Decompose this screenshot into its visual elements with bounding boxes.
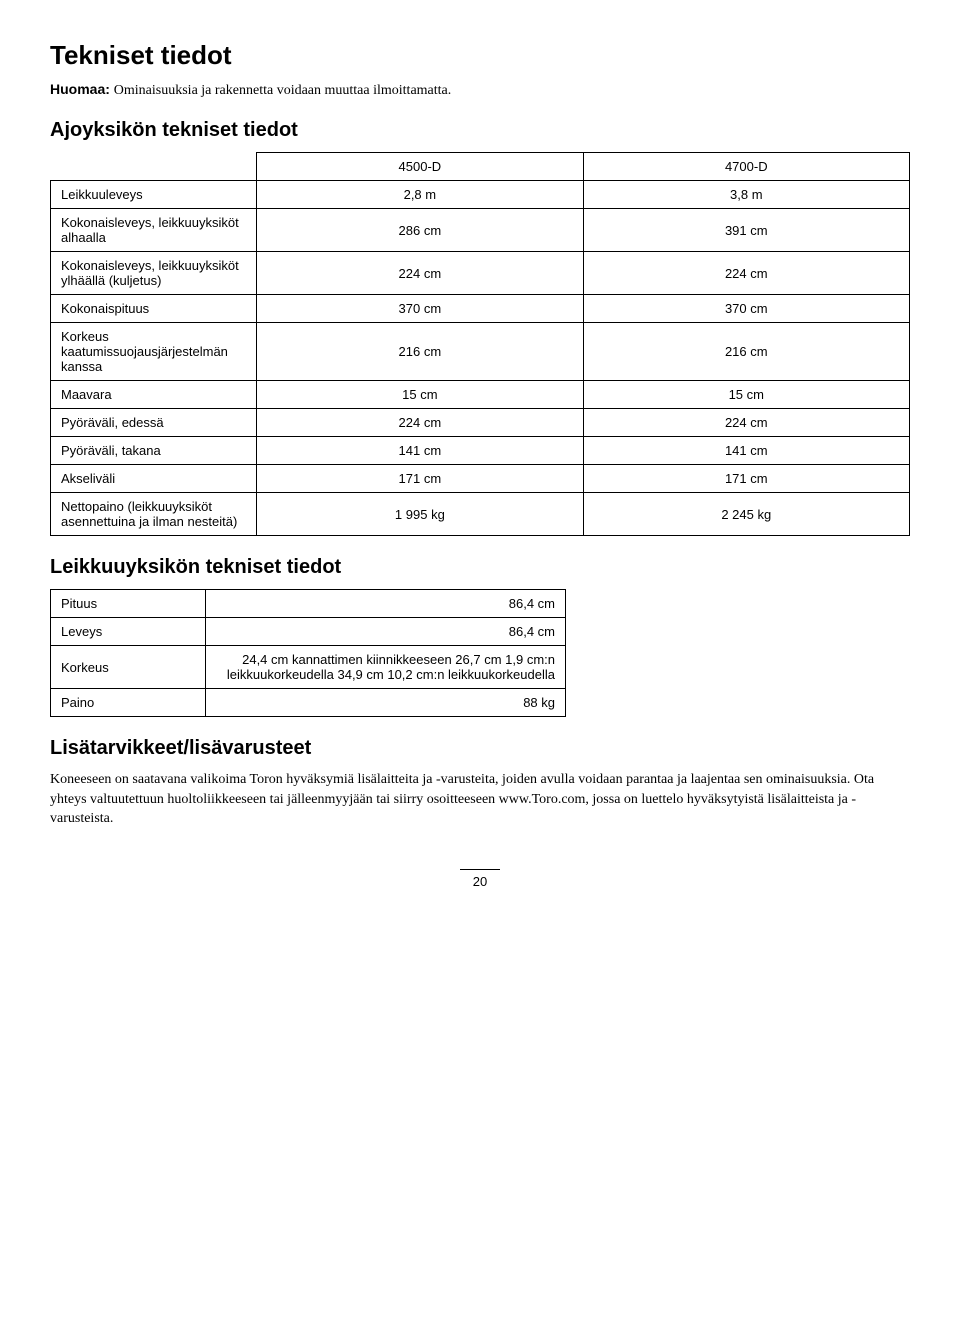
row-value: 216 cm — [257, 323, 583, 381]
section1-title: Ajoyksikön tekniset tiedot — [50, 119, 910, 142]
row-value: 1 995 kg — [257, 493, 583, 536]
note-line: Huomaa: Ominaisuuksia ja rakennetta void… — [50, 81, 910, 99]
table-row: Kokonaisleveys, leikkuuyksiköt ylhäällä … — [51, 252, 910, 295]
note-label: Huomaa: — [50, 81, 110, 97]
table-row: Kokonaispituus 370 cm 370 cm — [51, 295, 910, 323]
row-value: 370 cm — [257, 295, 583, 323]
row-label: Maavara — [51, 381, 257, 409]
row-value: 171 cm — [257, 465, 583, 493]
row-label: Kokonaisleveys, leikkuuyksiköt alhaalla — [51, 209, 257, 252]
table-row: Akseliväli 171 cm 171 cm — [51, 465, 910, 493]
page-number: 20 — [460, 869, 500, 889]
note-text: Ominaisuuksia ja rakennetta voidaan muut… — [114, 83, 451, 98]
table-row: Korkeus kaatumissuojausjärjestelmän kans… — [51, 323, 910, 381]
row-value: 370 cm — [583, 295, 909, 323]
row-value: 286 cm — [257, 209, 583, 252]
row-value: 86,4 cm — [205, 618, 566, 646]
page-title: Tekniset tiedot — [50, 40, 910, 71]
table-row: Leikkuuleveys 2,8 m 3,8 m — [51, 181, 910, 209]
body-paragraph: Koneeseen on saatavana valikoima Toron h… — [50, 770, 910, 829]
row-label: Akseliväli — [51, 465, 257, 493]
section2-title: Leikkuuyksikön tekniset tiedot — [50, 556, 910, 579]
spec-table-1: 4500-D 4700-D Leikkuuleveys 2,8 m 3,8 m … — [50, 152, 910, 536]
row-value: 88 kg — [205, 689, 566, 717]
row-value: 3,8 m — [583, 181, 909, 209]
row-label: Pyöräväli, edessä — [51, 409, 257, 437]
table-row: Pyöräväli, takana 141 cm 141 cm — [51, 437, 910, 465]
unit-table: Pituus 86,4 cm Leveys 86,4 cm Korkeus 24… — [50, 589, 566, 717]
spec-table-1-col3-header: 4700-D — [583, 153, 909, 181]
row-value: 391 cm — [583, 209, 909, 252]
spec-table-1-empty-header — [51, 153, 257, 181]
row-value: 141 cm — [583, 437, 909, 465]
row-label: Korkeus kaatumissuojausjärjestelmän kans… — [51, 323, 257, 381]
row-value: 171 cm — [583, 465, 909, 493]
row-label: Leveys — [51, 618, 206, 646]
row-value: 224 cm — [257, 252, 583, 295]
row-value: 224 cm — [257, 409, 583, 437]
table-row: Nettopaino (leikkuuyksiköt asennettuina … — [51, 493, 910, 536]
row-label: Kokonaispituus — [51, 295, 257, 323]
row-value: 224 cm — [583, 252, 909, 295]
row-value: 86,4 cm — [205, 590, 566, 618]
row-label: Nettopaino (leikkuuyksiköt asennettuina … — [51, 493, 257, 536]
row-label: Korkeus — [51, 646, 206, 689]
row-value: 15 cm — [257, 381, 583, 409]
table-row: Maavara 15 cm 15 cm — [51, 381, 910, 409]
row-label: Paino — [51, 689, 206, 717]
row-label: Pyöräväli, takana — [51, 437, 257, 465]
spec-table-1-col2-header: 4500-D — [257, 153, 583, 181]
row-value: 15 cm — [583, 381, 909, 409]
table-row: Korkeus 24,4 cm kannattimen kiinnikkeese… — [51, 646, 566, 689]
row-label: Leikkuuleveys — [51, 181, 257, 209]
table-row: Kokonaisleveys, leikkuuyksiköt alhaalla … — [51, 209, 910, 252]
row-value: 141 cm — [257, 437, 583, 465]
table-row: Pituus 86,4 cm — [51, 590, 566, 618]
row-value: 2,8 m — [257, 181, 583, 209]
row-label: Kokonaisleveys, leikkuuyksiköt ylhäällä … — [51, 252, 257, 295]
row-value: 2 245 kg — [583, 493, 909, 536]
row-value: 224 cm — [583, 409, 909, 437]
table-row: Pyöräväli, edessä 224 cm 224 cm — [51, 409, 910, 437]
table-row: Leveys 86,4 cm — [51, 618, 566, 646]
table-row: Paino 88 kg — [51, 689, 566, 717]
row-label: Pituus — [51, 590, 206, 618]
row-value: 216 cm — [583, 323, 909, 381]
row-value: 24,4 cm kannattimen kiinnikkeeseen 26,7 … — [205, 646, 566, 689]
section3-title: Lisätarvikkeet/lisävarusteet — [50, 737, 910, 760]
